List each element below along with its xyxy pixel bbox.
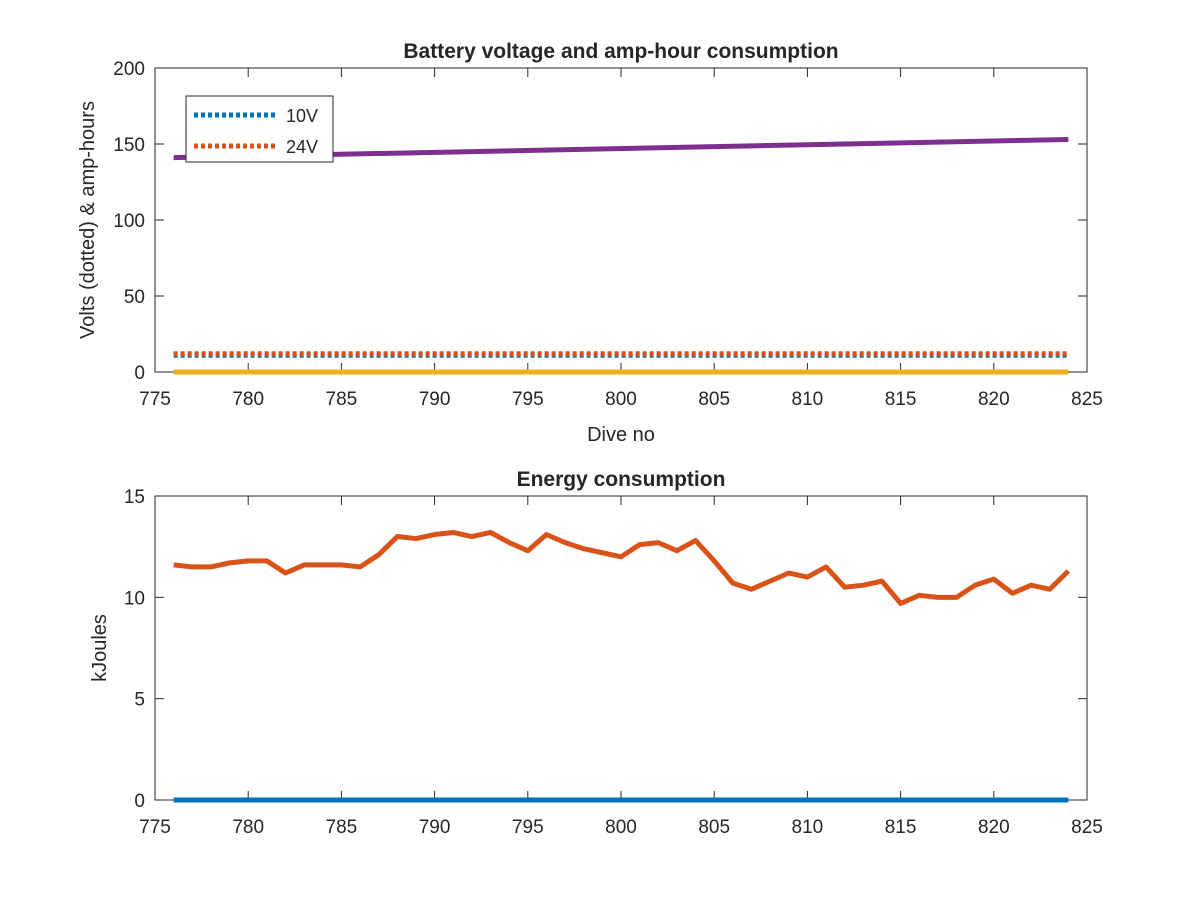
y-tick-label: 0: [134, 791, 145, 812]
x-tick-label: 800: [605, 817, 637, 838]
legend-label: 10V: [286, 106, 318, 126]
y-tick-label: 0: [134, 363, 145, 384]
y-tick-label: 50: [124, 287, 145, 308]
axes-energy: 775 780 785 790 795 800 805 810 815 820 825 0 5 10 15 E…: [89, 468, 1103, 838]
x-tick-label: 790: [419, 389, 451, 410]
x-tick-label: 775: [139, 389, 171, 410]
y-tick-label: 150: [113, 135, 145, 156]
axes-battery: 775 780 785 790 795 800 805 810 815 820 825 0 50 100 1…: [77, 40, 1103, 446]
x-tick-label: 800: [605, 389, 637, 410]
y-axis-label: Volts (dotted) & amp-hours: [77, 101, 99, 339]
x-tick-label: 780: [232, 817, 264, 838]
x-tick-label: 815: [885, 389, 917, 410]
series-line-0: [173, 529, 1071, 606]
x-tick-label: 825: [1071, 817, 1103, 838]
x-tick-label: 795: [512, 389, 544, 410]
legend: 10V 24V: [185, 95, 334, 163]
x-tick-label: 815: [885, 817, 917, 838]
x-tick-label: 825: [1071, 389, 1103, 410]
x-tick-label: 810: [792, 389, 824, 410]
x-tick-label: 790: [419, 817, 451, 838]
legend-box: [185, 95, 334, 163]
x-tick-label: 785: [326, 389, 358, 410]
axes-box: [154, 495, 1088, 801]
chart-title: Battery voltage and amp-hour consumption: [403, 40, 838, 63]
y-tick-label: 5: [134, 690, 145, 711]
x-tick-label: 785: [326, 817, 358, 838]
x-tick-label: 810: [792, 817, 824, 838]
y-tick-label: 100: [113, 211, 145, 232]
x-tick-label: 820: [978, 817, 1010, 838]
x-tick-label: 780: [232, 389, 264, 410]
x-tick-label: 805: [698, 817, 730, 838]
y-axis-label: kJoules: [89, 614, 111, 682]
y-tick-label: 15: [124, 487, 145, 508]
x-tick-label: 805: [698, 389, 730, 410]
x-tick-label: 820: [978, 389, 1010, 410]
x-tick-label: 795: [512, 817, 544, 838]
chart-title: Energy consumption: [517, 468, 726, 491]
x-axis-label: Dive no: [587, 424, 655, 446]
x-tick-label: 775: [139, 817, 171, 838]
y-tick-label: 200: [113, 59, 145, 80]
legend-label: 24V: [286, 137, 318, 157]
y-tick-label: 10: [124, 588, 145, 609]
